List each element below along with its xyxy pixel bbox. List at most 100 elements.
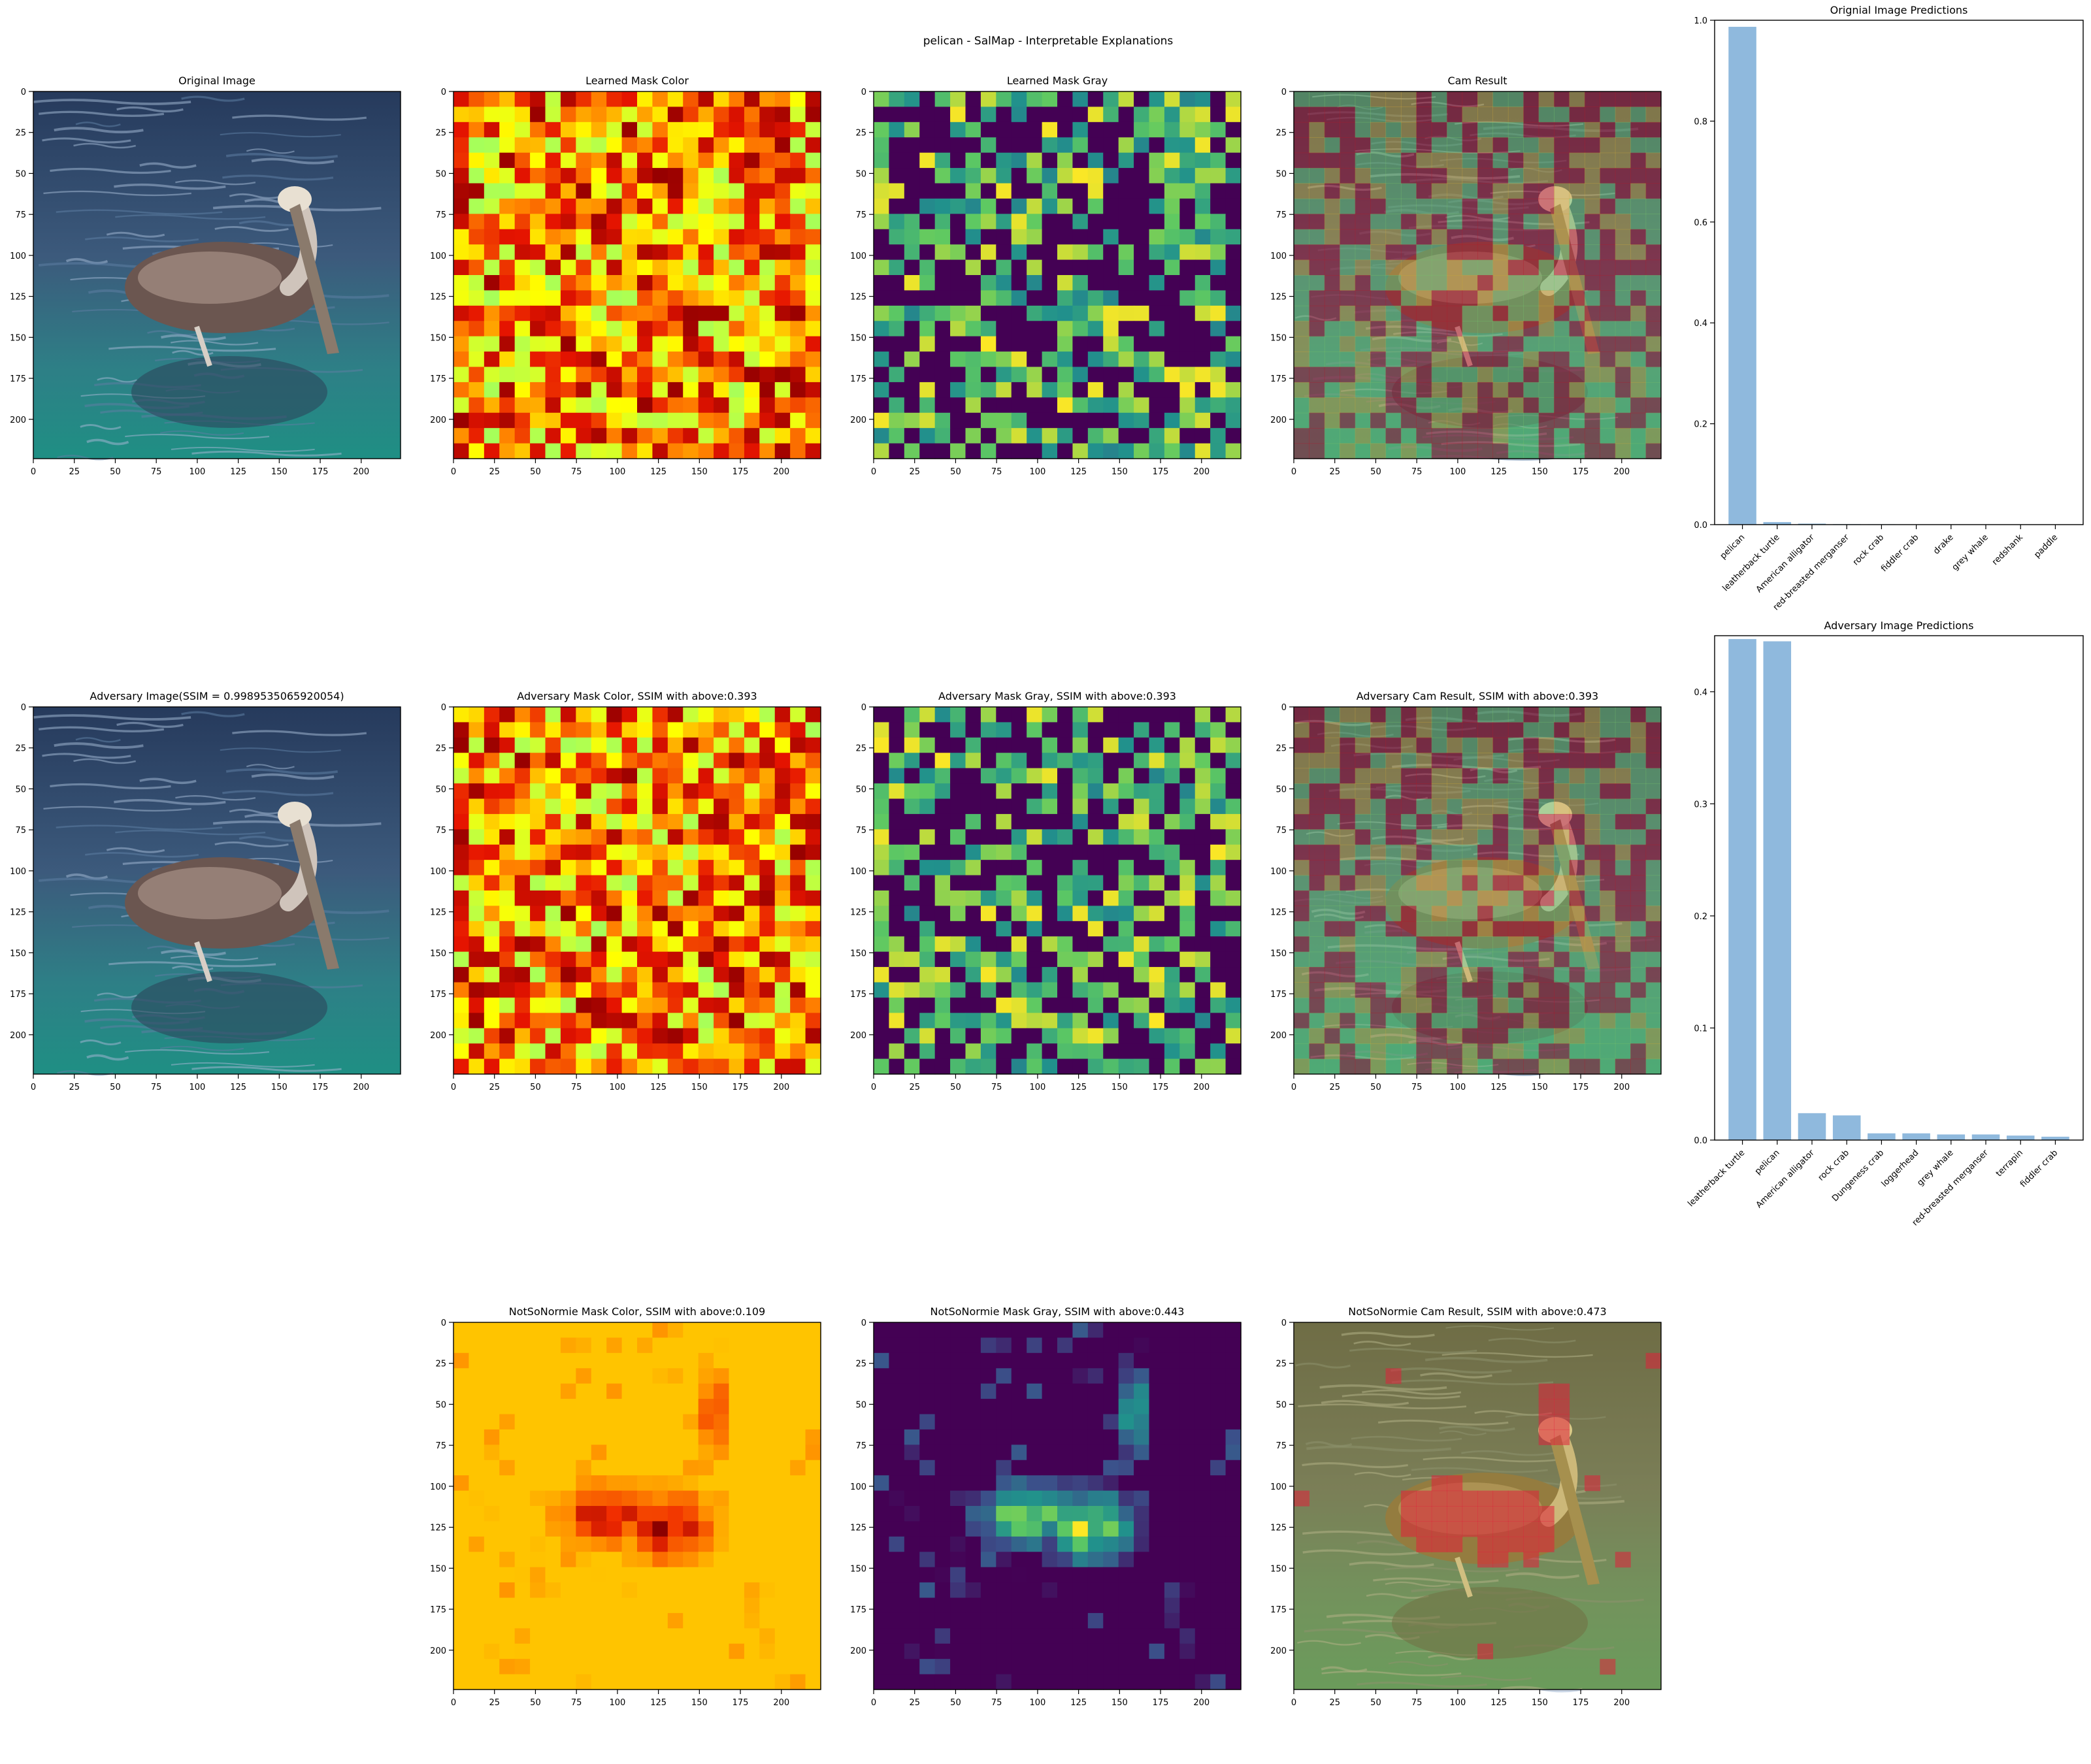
heatmap-cell (1507, 321, 1524, 337)
heatmap-cell (591, 321, 607, 337)
heatmap-cell (1179, 798, 1196, 815)
heatmap-cell (1164, 951, 1180, 968)
heatmap-cell (1072, 921, 1089, 937)
heatmap-cell (1600, 275, 1616, 291)
heatmap-cell (484, 1475, 500, 1492)
heatmap-cell (621, 1597, 638, 1614)
wave-stroke (75, 122, 121, 127)
heatmap-cell (1072, 768, 1089, 784)
heatmap-cell (980, 768, 996, 784)
heatmap-cell (637, 1058, 653, 1075)
heatmap-cell (1385, 91, 1402, 108)
heatmap-cell (1149, 707, 1165, 723)
heatmap-cell (453, 1521, 470, 1537)
heatmap-cell (1600, 168, 1616, 184)
heatmap-cell (1103, 382, 1119, 398)
heatmap-cell (1225, 412, 1242, 429)
heatmap-cell (1554, 951, 1570, 968)
heatmap-cell (996, 259, 1012, 276)
heatmap-cell (453, 997, 470, 1013)
heatmap-cell (1210, 813, 1227, 830)
heatmap-cell (729, 382, 745, 398)
heatmap-cell (499, 1536, 516, 1552)
heatmap-cell (1210, 1013, 1227, 1029)
heatmap-cell (530, 1536, 546, 1552)
heatmap-cell (965, 829, 981, 845)
heatmap-cell (1118, 152, 1134, 169)
heatmap-cell (484, 890, 500, 907)
heatmap-cell (469, 428, 485, 444)
heatmap-cell (904, 1368, 920, 1384)
heatmap-cell (1324, 737, 1340, 753)
heatmap-cell (934, 1414, 951, 1430)
heatmap-cell (805, 1352, 821, 1369)
heatmap-cell (698, 152, 714, 169)
heatmap-cell (1103, 1028, 1119, 1044)
heatmap-cell (545, 1659, 561, 1675)
heatmap-cell (698, 1383, 714, 1399)
heatmap-cell (1385, 412, 1402, 429)
heatmap-cell (1584, 829, 1600, 845)
heatmap-cell (714, 997, 730, 1013)
heatmap-cell (1385, 397, 1402, 414)
wave-stroke (56, 825, 223, 830)
heatmap-cell (1087, 707, 1104, 723)
heatmap-cell (744, 1013, 760, 1029)
x-tick-label: 0 (31, 467, 36, 477)
heatmap-cell (530, 906, 546, 922)
heatmap-cell (1103, 997, 1119, 1013)
heatmap-cell (729, 875, 745, 891)
heatmap-cell (1477, 290, 1494, 306)
heatmap-cell (560, 397, 576, 414)
heatmap-cell (469, 168, 485, 184)
heatmap-cell (1630, 152, 1647, 169)
heatmap-cell (919, 1058, 936, 1075)
heatmap-cell (714, 351, 730, 368)
heatmap-cell (1210, 321, 1227, 337)
heatmap-cell (606, 737, 623, 753)
heatmap-cell (1462, 951, 1478, 968)
heatmap-cell (1615, 137, 1631, 154)
heatmap-cell (965, 412, 981, 429)
x-tick-label: 50 (110, 467, 121, 477)
heatmap-cell (790, 1383, 806, 1399)
heatmap-cell (637, 707, 653, 723)
heatmap-cell (980, 936, 996, 953)
heatmap-cell (514, 1460, 531, 1476)
heatmap-cell (545, 1475, 561, 1492)
heatmap-cell (1554, 412, 1570, 429)
heatmap-cell (805, 1460, 821, 1476)
heatmap-cell (1447, 290, 1463, 306)
heatmap-cell (1416, 890, 1432, 907)
heatmap-cell (805, 707, 821, 723)
heatmap-cell (1416, 936, 1432, 953)
heatmap-cell (576, 707, 592, 723)
heatmap-cell (744, 875, 760, 891)
heatmap-cell (759, 906, 776, 922)
heatmap-cell (652, 982, 668, 998)
heatmap-cell (1416, 906, 1432, 922)
x-tick-label: 200 (773, 467, 789, 477)
heatmap-cell (1072, 351, 1089, 368)
heatmap-cell (545, 1490, 561, 1507)
heatmap-cell (790, 152, 806, 169)
heatmap-cell (996, 198, 1012, 214)
heatmap-cell (1103, 783, 1119, 800)
heatmap-cell (1027, 906, 1043, 922)
axes-frame (453, 1322, 821, 1690)
heatmap-cell (499, 1383, 516, 1399)
heatmap-cell (790, 214, 806, 230)
heatmap-cell (1554, 829, 1570, 845)
heatmap-cell (714, 428, 730, 444)
heatmap-cell (1569, 737, 1585, 753)
heatmap-cell (889, 1429, 905, 1445)
heatmap-cell (1569, 813, 1585, 830)
heatmap-cell (1630, 997, 1647, 1013)
heatmap-cell (1340, 397, 1356, 414)
heatmap-cell (484, 91, 500, 108)
heatmap-cell (1538, 321, 1555, 337)
heatmap-cell (1164, 1429, 1180, 1445)
heatmap-cell (469, 722, 485, 738)
heatmap-cell (729, 412, 745, 429)
heatmap-cell (469, 1628, 485, 1644)
